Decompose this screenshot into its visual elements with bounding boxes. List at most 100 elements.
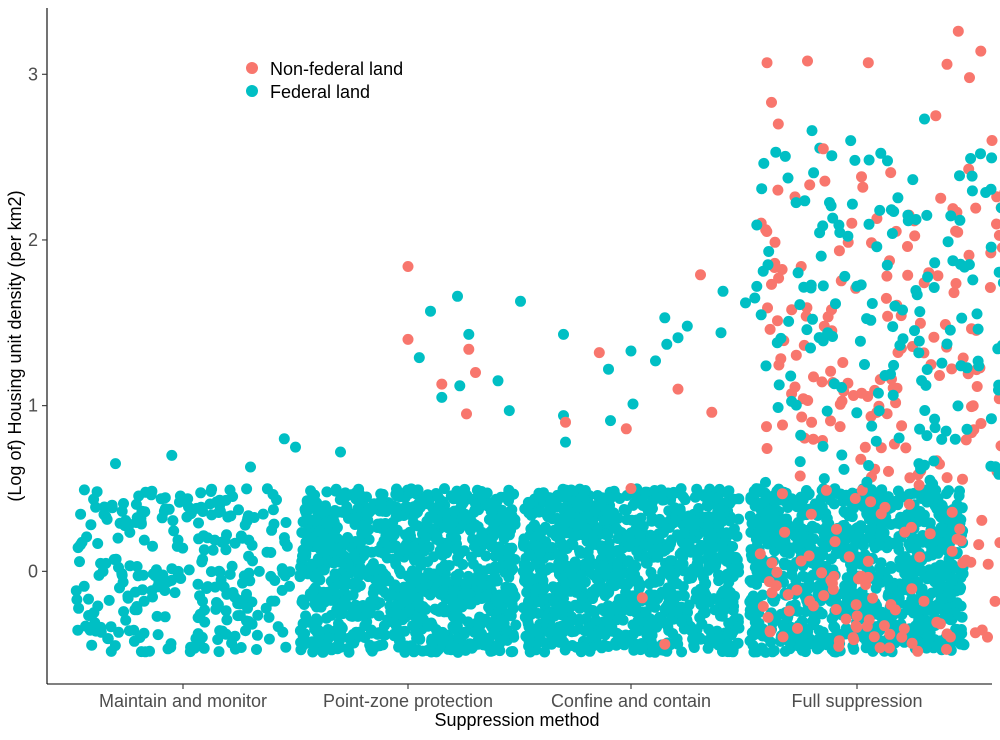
data-point [991, 218, 1000, 230]
data-point [341, 599, 353, 611]
data-point [138, 595, 150, 607]
data-point [761, 421, 772, 433]
data-point [779, 526, 791, 538]
data-point [786, 304, 798, 316]
data-point [815, 559, 827, 571]
data-point [840, 623, 852, 634]
data-point [790, 197, 802, 209]
data-point [404, 604, 415, 616]
data-point [300, 505, 311, 517]
data-point [803, 550, 815, 562]
data-point [856, 387, 868, 399]
data-point [796, 510, 808, 521]
data-point [860, 579, 872, 591]
data-point [834, 421, 846, 433]
data-point [435, 562, 447, 574]
data-point [205, 486, 217, 497]
data-point [772, 184, 784, 196]
data-point [604, 609, 615, 621]
data-point [592, 524, 603, 536]
data-point [630, 606, 641, 618]
data-point [941, 338, 953, 350]
data-point [706, 633, 718, 644]
data-point [316, 506, 328, 518]
data-point [267, 504, 279, 516]
data-point [993, 468, 1000, 480]
data-point [905, 542, 917, 554]
data-point [821, 405, 833, 417]
data-point [582, 546, 594, 558]
data-point [325, 540, 337, 552]
data-point [350, 512, 362, 524]
data-point [457, 559, 469, 570]
data-point [337, 506, 349, 518]
data-point [479, 591, 491, 603]
data-point [372, 574, 384, 586]
data-point [487, 499, 499, 511]
data-point [294, 571, 306, 583]
data-point [612, 533, 624, 544]
data-point [878, 620, 890, 632]
data-point [120, 614, 132, 626]
data-point [612, 557, 623, 569]
data-point [921, 209, 933, 221]
data-point [762, 514, 774, 526]
data-point [819, 541, 830, 553]
data-point [539, 521, 551, 533]
data-point [156, 512, 168, 524]
data-point [855, 453, 867, 465]
data-point [762, 611, 774, 623]
y-tick-label: 0 [28, 561, 38, 581]
data-point [970, 202, 982, 214]
data-point [934, 370, 945, 381]
data-point [854, 524, 866, 536]
data-point [668, 606, 680, 617]
data-point [866, 420, 878, 432]
data-point [966, 170, 978, 182]
data-point [708, 561, 720, 573]
data-point [989, 595, 1000, 607]
data-point [749, 488, 761, 499]
data-point [377, 547, 389, 559]
data-point [290, 441, 301, 453]
data-point [703, 520, 715, 532]
data-point [329, 557, 340, 569]
data-point [525, 608, 537, 620]
data-point [410, 574, 422, 586]
data-point [904, 472, 916, 484]
data-point [922, 271, 934, 283]
data-point [519, 571, 531, 583]
data-point [887, 389, 899, 401]
data-point [694, 612, 706, 624]
data-point [433, 605, 445, 617]
data-point [771, 337, 783, 349]
data-point [118, 606, 130, 618]
data-point [83, 610, 95, 621]
data-point [489, 618, 500, 630]
data-point [90, 501, 102, 513]
data-point [393, 486, 404, 498]
data-point [550, 530, 562, 542]
data-point [261, 483, 273, 495]
data-point [921, 364, 933, 375]
data-point [308, 645, 320, 657]
data-point [715, 327, 727, 339]
data-point [808, 371, 819, 383]
data-point [902, 568, 914, 580]
data-point [294, 625, 306, 637]
data-point [596, 499, 607, 511]
data-point [794, 299, 806, 311]
data-point [952, 25, 964, 37]
data-point [549, 636, 561, 647]
data-point [390, 620, 402, 632]
data-point [760, 476, 771, 488]
data-point [807, 615, 819, 627]
data-point [819, 175, 831, 187]
data-point [740, 297, 751, 309]
data-point [423, 541, 435, 553]
data-point [460, 580, 472, 592]
data-point [386, 590, 398, 601]
data-point [556, 520, 568, 532]
data-point [945, 210, 957, 222]
data-point [314, 525, 326, 537]
